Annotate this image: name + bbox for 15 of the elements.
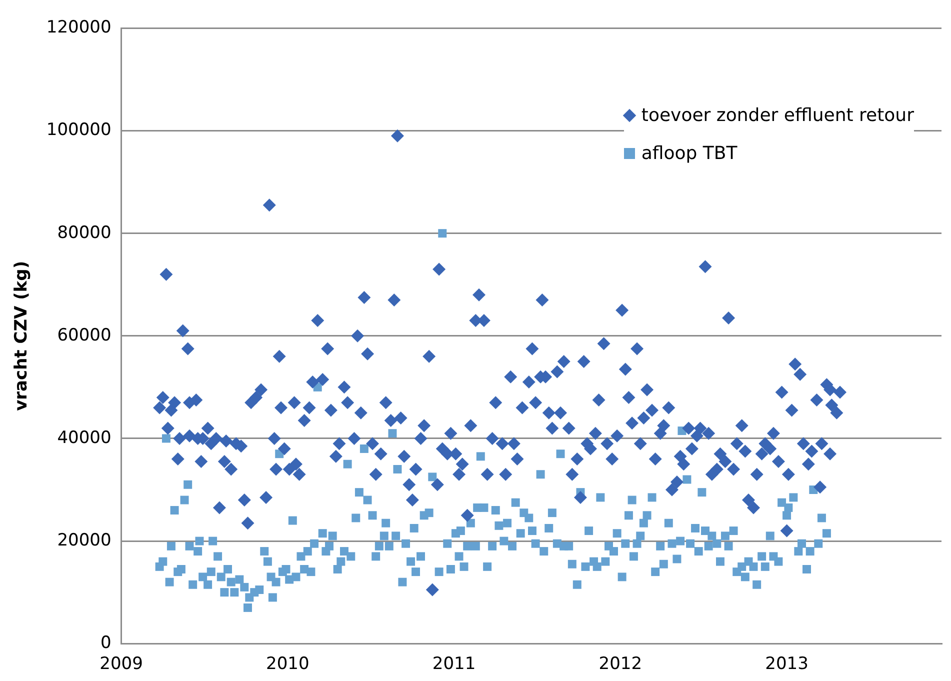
x-tick-label: 2010 bbox=[266, 654, 310, 674]
y-axis-title: vracht CZV (kg) bbox=[12, 260, 32, 411]
y-tick-label: 40000 bbox=[57, 428, 112, 448]
y-tick-label: 100000 bbox=[46, 120, 112, 140]
y-tick-label: 80000 bbox=[57, 222, 112, 243]
x-tick-label: 2011 bbox=[432, 654, 476, 674]
y-tick-label: 60000 bbox=[57, 325, 112, 346]
legend-label: afloop TBT bbox=[641, 142, 738, 164]
y-tick-label: 120000 bbox=[46, 18, 112, 38]
x-tick-label: 2013 bbox=[765, 654, 808, 674]
legend-label: toevoer zonder effluent retour bbox=[641, 104, 914, 126]
x-tick-label: 2012 bbox=[598, 654, 642, 674]
y-tick-label: 0 bbox=[100, 633, 112, 654]
y-tick-label: 20000 bbox=[57, 530, 112, 550]
x-tick-label: 2009 bbox=[100, 654, 143, 674]
